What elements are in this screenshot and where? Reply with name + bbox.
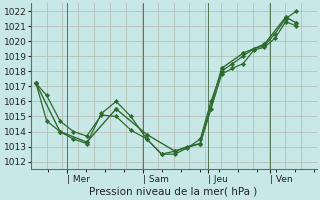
X-axis label: Pression niveau de la mer( hPa ): Pression niveau de la mer( hPa ) xyxy=(90,187,258,197)
